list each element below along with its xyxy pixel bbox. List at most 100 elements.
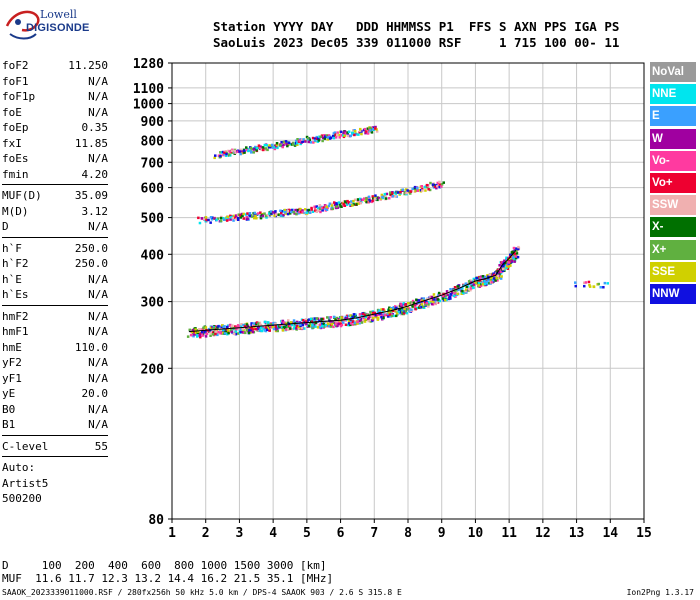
echo-point xyxy=(303,320,306,323)
echo-point xyxy=(484,280,488,284)
echo-point xyxy=(359,127,362,131)
param-value: 55 xyxy=(94,439,108,453)
echo-point xyxy=(214,330,217,333)
echo-point xyxy=(280,141,283,144)
echo-point xyxy=(414,307,417,311)
x-tick-label: 10 xyxy=(468,526,484,541)
echo-point xyxy=(313,324,316,327)
echo-point xyxy=(207,218,210,222)
echo-point xyxy=(503,259,506,262)
echo-point xyxy=(395,191,398,194)
param-row-hf: h`F 250.0 xyxy=(2,241,108,257)
f-trace-line xyxy=(188,249,517,333)
echo-point xyxy=(273,147,277,151)
echo-point xyxy=(471,286,475,289)
echo-point xyxy=(380,308,383,311)
echo-point xyxy=(306,320,309,324)
echo-point xyxy=(383,313,387,317)
echo-point xyxy=(388,197,391,200)
echo-point xyxy=(286,144,289,148)
echo-point xyxy=(461,287,464,290)
echo-point xyxy=(514,255,517,258)
echo-point xyxy=(259,145,262,148)
echo-point xyxy=(256,146,260,150)
echo-point xyxy=(305,322,308,326)
echo-point xyxy=(264,320,267,324)
echo-point xyxy=(284,140,288,143)
echo-point xyxy=(347,314,351,318)
echo-point xyxy=(470,283,473,286)
echo-point xyxy=(301,138,304,141)
echo-point xyxy=(441,297,445,300)
echo-point xyxy=(229,216,233,219)
echo-point xyxy=(335,322,338,326)
echo-point xyxy=(445,290,449,293)
echo-point xyxy=(245,146,248,149)
echo-point xyxy=(270,326,273,329)
echo-point xyxy=(351,316,354,319)
echo-point xyxy=(502,265,505,268)
echo-point xyxy=(233,216,237,219)
echo-point xyxy=(391,309,395,313)
echo-point xyxy=(236,150,239,153)
echo-point xyxy=(287,328,290,331)
echo-point xyxy=(250,323,253,326)
echo-point xyxy=(403,192,406,196)
echo-point xyxy=(264,148,267,152)
echo-point xyxy=(440,185,443,188)
echo-point xyxy=(338,136,341,139)
param-label: D xyxy=(2,220,9,233)
echo-point xyxy=(239,216,242,219)
echo-point xyxy=(266,148,269,152)
echo-point xyxy=(584,281,588,284)
echo-point xyxy=(373,197,377,201)
echo-point xyxy=(247,331,251,335)
echo-point xyxy=(344,323,348,326)
echo-point xyxy=(510,257,513,260)
echo-point xyxy=(464,288,468,291)
echo-point xyxy=(196,335,199,338)
param-value: N/A xyxy=(88,74,108,88)
echo-point xyxy=(453,290,457,293)
param-row-mufd: MUF(D) 35.09 xyxy=(2,188,108,204)
echo-point xyxy=(211,331,215,334)
echo-point xyxy=(324,135,327,138)
echo-point xyxy=(329,316,332,319)
echo-point xyxy=(325,134,329,137)
echo-point xyxy=(316,209,320,213)
echo-point xyxy=(452,290,455,294)
echo-point xyxy=(377,196,381,200)
param-row-b0: B0 N/A xyxy=(2,402,108,418)
echo-point xyxy=(344,201,348,204)
echo-point xyxy=(367,319,370,323)
echo-point xyxy=(420,301,423,304)
echo-point xyxy=(282,321,285,324)
header-line-values: SaoLuis 2023 Dec05 339 011000 RSF 1 715 … xyxy=(213,35,620,50)
polarization-legend: NoVal NNE E W Vo- Vo+ SSW X- X+ SSE NNW xyxy=(650,62,696,306)
echo-point xyxy=(308,211,312,214)
param-label: hmF1 xyxy=(2,325,29,338)
x-tick-label: 5 xyxy=(303,526,311,541)
echo-point xyxy=(265,214,268,218)
echo-point xyxy=(363,197,366,200)
echo-point xyxy=(197,328,201,331)
echo-point xyxy=(473,285,477,288)
echo-point xyxy=(311,136,315,140)
echo-point xyxy=(370,131,374,134)
echo-point xyxy=(371,317,375,320)
echo-point xyxy=(336,131,339,134)
echo-point xyxy=(484,275,487,279)
echo-point xyxy=(347,130,351,133)
echo-point xyxy=(304,320,308,323)
echo-point xyxy=(295,324,299,327)
echo-point xyxy=(275,213,278,216)
echo-point xyxy=(510,251,514,254)
echo-point xyxy=(314,325,317,328)
echo-point xyxy=(235,328,238,331)
echo-point xyxy=(363,320,367,323)
echo-point xyxy=(283,326,287,330)
echo-point xyxy=(402,302,405,305)
echo-point xyxy=(251,147,254,151)
param-value: 110.0 xyxy=(74,340,108,354)
x-tick-label: 4 xyxy=(269,526,277,541)
